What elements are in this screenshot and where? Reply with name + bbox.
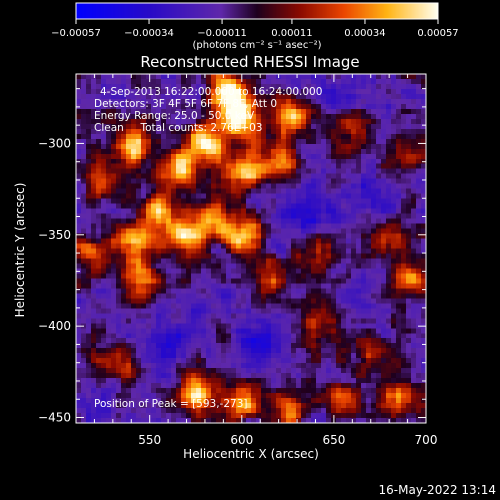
colorbar-tick-label: 0.00011 (271, 28, 312, 39)
annotation-time-range: 4-Sep-2013 16:22:00.000 to 16:24:00.000 (100, 86, 322, 98)
colorbar-tick-label: −0.00057 (51, 28, 101, 39)
y-tick-label: −350 (38, 228, 71, 242)
annotation-method-counts: Clean Total counts: 2.76E+03 (94, 122, 263, 134)
y-tick-label: −300 (38, 136, 71, 150)
colorbar-tick-label: −0.00011 (197, 28, 247, 39)
x-axis-label: Heliocentric X (arcsec) (183, 447, 319, 461)
plot-frame (75, 73, 427, 424)
colorbar-tick-label: 0.00057 (417, 28, 458, 39)
colorbar-frame (75, 2, 439, 20)
annotation-detectors: Detectors: 3F 4F 5F 6F 7F 8F, Att 0 (94, 98, 277, 110)
y-tick-label: −400 (38, 319, 71, 333)
colorbar-ticks: −0.00057 −0.00034 −0.00011 0.00011 0.00034 0.… (51, 19, 459, 39)
x-tick-label: 700 (415, 433, 438, 447)
colorbar-tick-label: 0.00034 (344, 28, 385, 39)
heatmap-image (76, 74, 426, 423)
y-tick-label: −450 (38, 411, 71, 425)
x-tick-label: 600 (230, 433, 253, 447)
chart-title: Reconstructed RHESSI Image (140, 53, 359, 71)
colorbar-unit-label: (photons cm⁻² s⁻¹ asec⁻²) (192, 40, 321, 51)
y-axis-ticks: −300 −350 −400 −450 (38, 88, 426, 425)
annotation-peak-position: Position of Peak = [593,-273] (94, 398, 248, 410)
y-axis-label: Heliocentric Y (arcsec) (13, 183, 27, 318)
annotation-energy-range: Energy Range: 25.0 - 50.0 keV (94, 110, 255, 122)
x-axis-ticks: 550 600 650 700 (75, 74, 438, 447)
colorbar-tick-label: −0.00034 (124, 28, 174, 39)
colorbar-gradient (76, 3, 438, 19)
x-tick-label: 550 (138, 433, 161, 447)
footer-timestamp: 16-May-2022 13:14 (379, 483, 496, 497)
x-tick-label: 650 (322, 433, 345, 447)
